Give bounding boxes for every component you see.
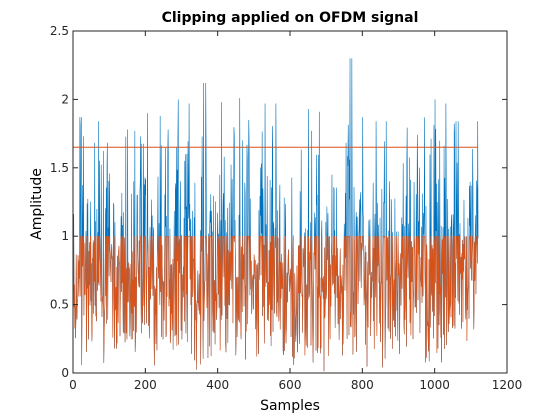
y-tick-label: 0.5 — [50, 298, 69, 312]
chart-title: Clipping applied on OFDM signal — [162, 10, 419, 26]
x-axis-label: Samples — [260, 398, 320, 414]
y-axis-label: Amplitude — [29, 168, 45, 240]
x-tick-label: 200 — [134, 378, 157, 392]
x-tick-label: 800 — [351, 378, 374, 392]
y-tick-label: 1.5 — [50, 161, 69, 175]
y-tick-label: 2.5 — [50, 24, 69, 38]
series-clipped-line — [73, 235, 479, 372]
x-tick-label: 0 — [69, 378, 77, 392]
y-tick-label: 1 — [61, 229, 69, 243]
y-tick-label: 2 — [61, 92, 69, 106]
axes: 0 200 400 600 800 1000 1200 0 0.5 1 1.5 2 2.5 — [50, 24, 522, 392]
x-tick-label: 1000 — [419, 378, 450, 392]
x-tick-label: 1200 — [492, 378, 523, 392]
x-tick-label: 400 — [206, 378, 229, 392]
y-tick-label: 0 — [61, 366, 69, 380]
plot-area — [73, 58, 479, 372]
x-tick-label: 600 — [279, 378, 302, 392]
